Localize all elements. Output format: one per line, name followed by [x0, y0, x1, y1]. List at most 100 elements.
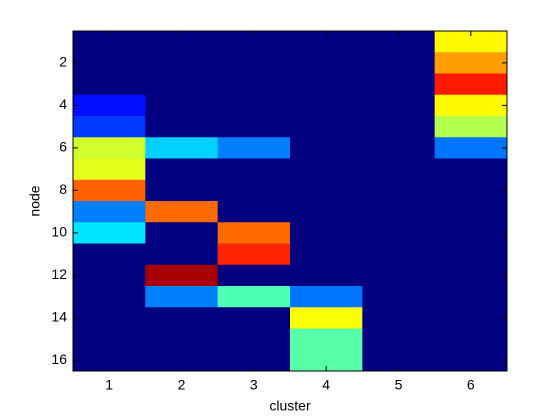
heatmap-cell	[362, 31, 436, 53]
heatmap-cell	[73, 52, 146, 74]
heatmap-cell	[73, 158, 146, 181]
heatmap-cell	[362, 94, 436, 117]
x-tick-label: 1	[105, 377, 113, 393]
heatmap-cell	[145, 201, 219, 223]
heatmap-cell	[362, 116, 436, 138]
heatmap-cell	[217, 179, 291, 202]
heatmap-cell	[145, 116, 219, 138]
heatmap-cell	[362, 179, 436, 202]
heatmap-cell	[362, 201, 436, 223]
y-tick-label: 12	[51, 266, 67, 282]
y-tick-label: 10	[51, 224, 67, 240]
heatmap-cell	[362, 158, 436, 181]
heatmap-cell	[217, 116, 291, 138]
y-tick-label: 2	[59, 54, 67, 70]
x-tick-label: 6	[467, 377, 475, 393]
x-tick-label: 5	[395, 377, 403, 393]
heatmap-cell	[290, 158, 363, 181]
heatmap-cell	[362, 328, 436, 351]
heatmap-cell	[290, 179, 363, 202]
heatmap-cell	[290, 307, 363, 329]
heatmap-cell	[145, 307, 219, 329]
heatmap-cell	[145, 179, 219, 202]
heatmap-cell	[73, 73, 146, 96]
heatmap-cell	[217, 328, 291, 351]
heatmap-cell	[217, 94, 291, 117]
heatmap-cell	[217, 349, 291, 372]
heatmap-cell	[290, 73, 363, 96]
heatmap-cell	[362, 243, 436, 266]
heatmap-cell	[73, 201, 146, 223]
heatmap-cell	[217, 31, 291, 53]
heatmap-cell	[145, 349, 219, 372]
x-tick-label: 3	[250, 377, 258, 393]
heatmap-cell	[290, 31, 363, 53]
heatmap-cell	[362, 52, 436, 74]
heatmap-cell	[73, 94, 146, 117]
heatmap-cell	[290, 94, 363, 117]
heatmap-cell	[290, 243, 363, 266]
axes-frame	[72, 30, 508, 372]
x-axis-label: cluster	[269, 398, 311, 414]
heatmap-cell	[290, 286, 363, 308]
heatmap-cell	[434, 73, 508, 96]
heatmap-cell	[217, 286, 291, 308]
heatmap-cell	[434, 307, 508, 329]
heatmap-cell	[290, 201, 363, 223]
y-tick-label: 6	[59, 139, 67, 155]
heatmap-cell	[145, 73, 219, 96]
heatmap-cell	[434, 52, 508, 74]
heatmap-cell	[145, 286, 219, 308]
heatmap-cell	[434, 349, 508, 372]
heatmap-cell	[362, 307, 436, 329]
heatmap-cell	[145, 158, 219, 181]
heatmap-cell	[362, 137, 436, 159]
heatmap-cell	[73, 116, 146, 138]
heatmap-cell	[73, 349, 146, 372]
heatmap-cell	[145, 137, 219, 159]
heatmap-cell	[217, 158, 291, 181]
heatmap-cell	[362, 264, 436, 287]
heatmap-cell	[145, 94, 219, 117]
y-tick-label: 8	[59, 181, 67, 197]
heatmap-cell	[434, 222, 508, 244]
heatmap-cell	[290, 52, 363, 74]
heatmap-cell	[434, 137, 508, 159]
heatmap-cell	[217, 201, 291, 223]
heatmap-cell	[434, 243, 508, 266]
heatmap-cell	[217, 243, 291, 266]
heatmap-cell	[73, 137, 146, 159]
heatmap-cell	[434, 94, 508, 117]
y-tick-label: 16	[51, 351, 67, 367]
heatmap-cell	[362, 286, 436, 308]
heatmap-cell	[145, 264, 219, 287]
heatmap-cell	[73, 179, 146, 202]
heatmap-cell	[434, 31, 508, 53]
heatmap-cell	[145, 222, 219, 244]
heatmap-cell	[73, 286, 146, 308]
x-tick-label: 4	[322, 377, 330, 393]
heatmap-cell	[434, 264, 508, 287]
heatmap-cell	[290, 116, 363, 138]
heatmap-cell	[73, 264, 146, 287]
heatmap-cell	[362, 349, 436, 372]
heatmap-cell	[290, 264, 363, 287]
x-tick-label: 2	[178, 377, 186, 393]
heatmap-cell	[217, 73, 291, 96]
heatmap-cell	[217, 222, 291, 244]
heatmap-cell	[73, 328, 146, 351]
heatmap-cell	[290, 137, 363, 159]
heatmap-cell	[145, 328, 219, 351]
y-tick-label: 4	[59, 96, 67, 112]
heatmap-cell	[73, 307, 146, 329]
heatmap-cell	[434, 179, 508, 202]
heatmap-cell	[73, 243, 146, 266]
heatmap-cell	[434, 201, 508, 223]
heatmap-cell	[145, 31, 219, 53]
y-tick-label: 14	[51, 309, 67, 325]
heatmap-cell	[73, 222, 146, 244]
heatmap-cell	[73, 31, 146, 53]
heatmap-cell	[145, 243, 219, 266]
